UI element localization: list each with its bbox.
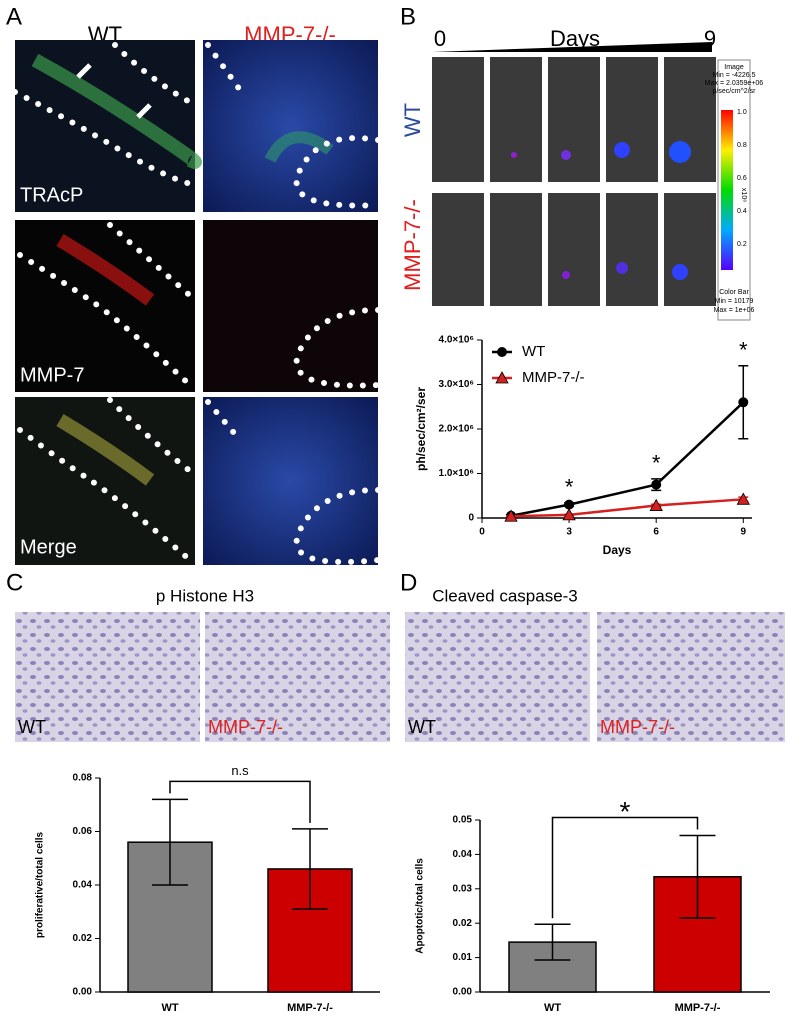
y-tick-label: 0.02: [453, 918, 473, 929]
cb-tick: 0.6: [737, 175, 747, 182]
marker: [562, 508, 576, 521]
y-axis-label: Apoptotic/total cells: [415, 858, 426, 954]
row-label: MMP-7: [20, 364, 84, 386]
cb-tick: 0.4: [737, 208, 747, 215]
error-bar: [292, 828, 328, 910]
error-bar: [152, 798, 188, 886]
panel-label: D: [400, 569, 417, 596]
legend-marker: [497, 347, 507, 357]
x-tick-label: WT: [161, 1002, 178, 1014]
legend-marker: [495, 371, 509, 384]
marker: [651, 479, 662, 490]
micrographs: TRAcP MMP-7 Merge: [12, 40, 381, 565]
panel-title: Cleaved caspase-3: [432, 586, 578, 605]
panel-label: A: [6, 3, 22, 30]
mouse-images: [432, 57, 716, 306]
x-tick-label: MMP-7-/-: [287, 1002, 333, 1014]
y-tick-label: 0.02: [73, 933, 93, 944]
cb-text: Min = -4226.5: [713, 72, 756, 79]
marker: [649, 498, 663, 511]
panel-label: C: [6, 569, 23, 596]
row-label: Merge: [20, 536, 77, 558]
cb-text: p/sec/cm^2/sr: [713, 88, 757, 95]
panel-title: p Histone H3: [156, 586, 254, 605]
ihc-image: [405, 612, 590, 742]
error-bar: [534, 923, 571, 961]
y-tick-label: 0.01: [453, 952, 473, 963]
x-tick-label: 6: [653, 527, 659, 538]
bracket: [169, 780, 311, 823]
y-tick-label: 0.00: [73, 987, 93, 998]
legend-label: MMP-7-/-: [522, 369, 585, 386]
annotation: *: [739, 338, 748, 363]
x-tick-label: 9: [741, 527, 747, 538]
ihc-image: [205, 612, 390, 742]
cb-tick: 0.8: [737, 142, 747, 149]
y-tick-label: 1.0×10⁶: [439, 468, 474, 479]
x-tick-label: WT: [544, 1002, 561, 1014]
error-bar: [679, 834, 716, 919]
x-tick-label: 0: [479, 527, 485, 538]
image-label: MMP-7-/-: [208, 717, 283, 737]
cb-text: Min = 10179: [715, 298, 754, 305]
row-label: WT: [400, 103, 425, 137]
legend-label: WT: [522, 343, 545, 360]
image-label: MMP-7-/-: [600, 717, 675, 737]
y-tick-label: 0.05: [453, 815, 473, 826]
y-tick-label: 0.06: [73, 826, 93, 837]
series-line: [510, 401, 745, 518]
color-bar: Image Min = -4226.5 Max = 2.0359e+06 p/s…: [705, 59, 763, 321]
annotation: *: [652, 451, 661, 476]
y-tick-label: 0.03: [453, 883, 473, 894]
y-tick-label: 0.04: [453, 849, 473, 860]
x-axis-label: Days: [603, 543, 632, 557]
y-tick-label: 3.0×10⁶: [439, 379, 474, 390]
y-tick-label: 0: [468, 513, 474, 524]
marker: [504, 509, 518, 522]
x-tick-label: MMP-7-/-: [675, 1002, 721, 1014]
marker: [738, 397, 749, 408]
cb-tick: 0.2: [737, 241, 747, 248]
annotation: *: [565, 475, 574, 500]
y-tick-label: 0.08: [73, 773, 93, 784]
y-tick-label: 2.0×10⁶: [439, 424, 474, 435]
days-start: 0: [434, 26, 446, 51]
cb-text: Max = 2.0359e+06: [705, 80, 763, 87]
cb-text: Color Bar: [719, 289, 749, 296]
marker: [564, 499, 575, 510]
x-tick-label: 3: [566, 527, 572, 538]
series-line: [511, 498, 744, 518]
y-tick-label: 0.00: [453, 987, 473, 998]
cb-text: Max = 1e+06: [714, 307, 755, 314]
bracket: [551, 816, 699, 919]
ihc-image: [597, 612, 785, 742]
ihc-image: [15, 612, 200, 742]
days-wedge: [432, 42, 712, 52]
annotation: n.s: [231, 763, 249, 778]
y-axis-label: ph/sec/cm²/ser: [414, 387, 428, 471]
y-tick-label: 4.0×10⁶: [439, 335, 474, 346]
image-label: WT: [408, 717, 436, 737]
cb-unit: x10⁶: [740, 188, 747, 202]
row-label: TRAcP: [20, 184, 83, 206]
panel-label: B: [400, 3, 416, 30]
y-tick-label: 0.04: [73, 880, 93, 891]
cb-text: Image: [724, 64, 744, 71]
annotation: *: [620, 796, 631, 827]
cb-tick: 1.0: [737, 109, 747, 116]
y-axis-label: proliferative/total cells: [35, 831, 46, 938]
image-label: WT: [18, 717, 46, 737]
row-label: MMP-7-/-: [400, 199, 425, 291]
marker: [736, 492, 750, 505]
